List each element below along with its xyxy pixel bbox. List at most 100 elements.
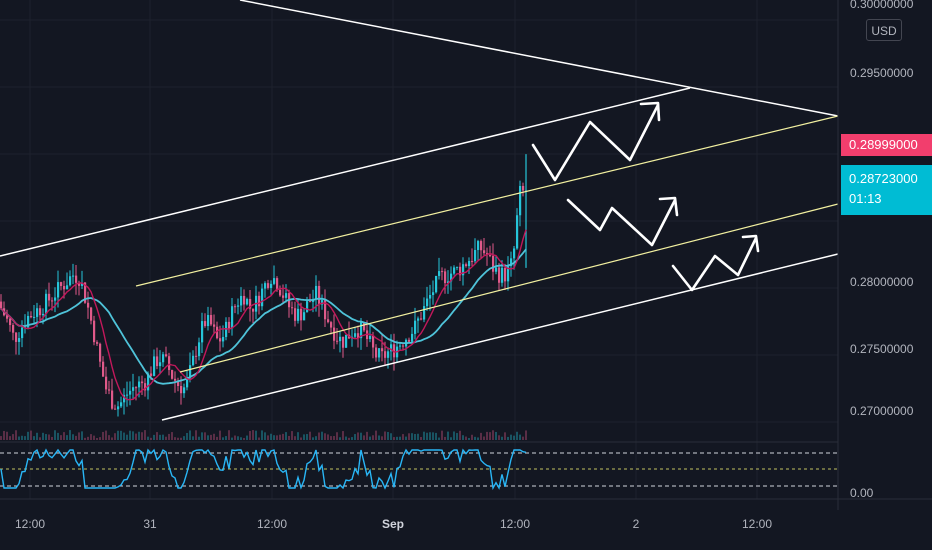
- volume-bar: [405, 436, 407, 440]
- candle-body: [495, 267, 498, 272]
- volume-bar: [75, 435, 77, 440]
- volume-bar: [132, 431, 134, 440]
- candle-body: [201, 321, 204, 343]
- projection-arrow-middle: [566, 198, 677, 247]
- volume-bar: [240, 437, 242, 440]
- volume-bar: [282, 433, 284, 440]
- candle-body: [438, 271, 441, 276]
- arrowhead-lower: [741, 234, 760, 253]
- arrowhead-middle: [658, 196, 679, 217]
- volume-bar: [522, 436, 524, 440]
- volume-bar: [351, 437, 353, 440]
- price-axis[interactable]: 0.30000000 0.29500000 0.28000000 0.27500…: [850, 0, 914, 500]
- bar-countdown: 01:13: [849, 191, 882, 206]
- candle-body: [510, 258, 513, 267]
- candle-body: [480, 241, 483, 251]
- volume-bar: [303, 434, 305, 440]
- volume-bar: [288, 435, 290, 440]
- volume-bar: [285, 432, 287, 440]
- volume-bar: [312, 437, 314, 440]
- time-axis-label: 12:00: [742, 517, 772, 531]
- candle-body: [411, 333, 414, 342]
- volume-bar: [210, 434, 212, 440]
- volume-bar: [297, 432, 299, 440]
- candle-body: [246, 298, 249, 305]
- volume-bar: [264, 432, 266, 440]
- volume-bar: [276, 435, 278, 440]
- volume-bar: [399, 436, 401, 440]
- candle-body: [402, 345, 405, 347]
- volume-bar: [360, 432, 362, 440]
- volume-bar: [228, 430, 230, 440]
- candle-body: [516, 215, 519, 249]
- candle-body: [108, 389, 111, 391]
- candle-body: [39, 308, 42, 316]
- candle-body: [498, 267, 501, 283]
- currency-selector[interactable]: USD: [866, 19, 902, 41]
- candle-body: [81, 282, 84, 286]
- volume-bar: [159, 434, 161, 440]
- time-axis-label: 12:00: [500, 517, 530, 531]
- candle-body: [381, 348, 384, 352]
- volume-bar: [267, 435, 269, 440]
- volume-bar: [18, 436, 20, 440]
- volume-bar: [51, 436, 53, 440]
- volume-bar: [198, 436, 200, 440]
- candle-body: [222, 336, 225, 342]
- volume-bar: [156, 432, 158, 440]
- volume-bar: [42, 432, 44, 440]
- candle-body: [18, 338, 21, 342]
- volume-bar: [84, 437, 86, 440]
- candle-body: [117, 406, 120, 410]
- candle-body: [285, 293, 288, 298]
- candle-body: [93, 320, 96, 343]
- channel-mid-lines[interactable]: [135, 115, 839, 373]
- time-axis-label: 2: [633, 517, 640, 531]
- volume-bar: [177, 437, 179, 440]
- candle-body: [327, 319, 330, 323]
- candle-body: [345, 334, 348, 348]
- volume-bar: [345, 436, 347, 440]
- candle-body: [228, 321, 231, 329]
- volume-bar: [153, 434, 155, 440]
- candle-body: [198, 342, 201, 357]
- last-price-tag: 0.28723000 01:13: [841, 165, 932, 215]
- volume-bar: [72, 434, 74, 440]
- candle-body: [186, 377, 189, 388]
- time-axis[interactable]: 12:00 31 12:00 Sep 12:00 2 12:00: [15, 517, 772, 531]
- candle-body: [507, 266, 510, 282]
- projection-arrow-upper: [531, 103, 660, 182]
- channel-mid-line-upper: [135, 115, 839, 287]
- candle-body: [471, 261, 474, 263]
- trend-channel[interactable]: [0, 0, 839, 421]
- volume-bars: [0, 430, 527, 440]
- candle-body: [339, 336, 342, 342]
- volume-bar: [483, 436, 485, 440]
- candle-body: [375, 347, 378, 358]
- candle-body: [519, 186, 522, 216]
- moving-average-slow: [0, 248, 527, 385]
- candle-body: [195, 355, 198, 357]
- volume-bar: [120, 430, 122, 440]
- volume-bar: [423, 431, 425, 440]
- volume-bar: [201, 432, 203, 440]
- candle-body: [99, 343, 102, 362]
- volume-bar: [6, 431, 8, 440]
- candle-body: [342, 336, 345, 348]
- price-axis-top-label: 0.30000000: [850, 0, 914, 11]
- volume-bar: [477, 437, 479, 440]
- candle-body: [264, 283, 267, 289]
- volume-bar: [30, 430, 32, 440]
- price-axis-label: 0.27500000: [850, 342, 914, 356]
- volume-bar: [261, 430, 263, 440]
- candle-body: [258, 295, 261, 307]
- volume-bar: [498, 435, 500, 440]
- candle-body: [315, 285, 318, 300]
- oscillator-axis-label: 0.00: [850, 486, 874, 500]
- price-axis-label: 0.27000000: [850, 404, 914, 418]
- volume-bar: [411, 433, 413, 440]
- volume-bar: [15, 430, 17, 440]
- candle-body: [240, 295, 243, 306]
- candle-body: [150, 373, 153, 376]
